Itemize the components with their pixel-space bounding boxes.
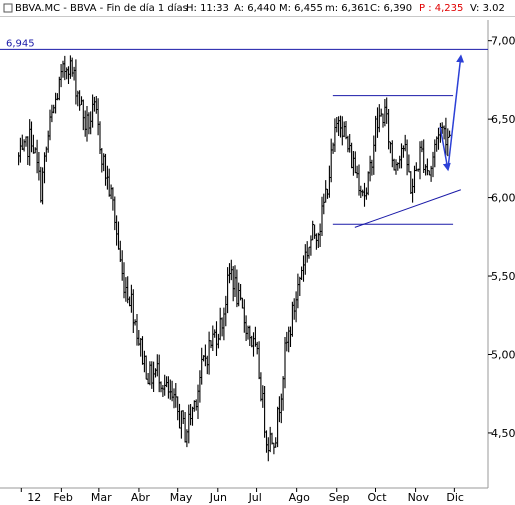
y-tick-label: 5,50 — [491, 270, 515, 283]
quote-header-canvas: BBVA.MC - BBVA - Fin de día 1 días H: 11… — [3, 2, 505, 14]
x-tick-label: Oct — [368, 491, 388, 504]
axes — [0, 20, 515, 505]
header-min: m: 6,361 — [325, 3, 370, 14]
x-tick-label: Mar — [91, 491, 112, 504]
price-series — [18, 55, 451, 462]
quote-header: BBVA.MC - BBVA - Fin de día 1 días H: 11… — [0, 0, 515, 17]
trend-line[interactable] — [354, 189, 461, 228]
projection-arrow-0[interactable] — [439, 126, 451, 172]
y-tick-label: 6,00 — [491, 192, 515, 205]
level-label: 6,945 — [6, 38, 35, 49]
y-axis-panel — [489, 20, 515, 488]
axis-labels: 7,00 6,50 6,00 5,50 5,00 4,50 12 Feb Mar Abr May Ju… — [6, 35, 515, 504]
header-close: C: 6,390 — [370, 3, 412, 14]
x-tick-label: Dic — [446, 491, 464, 504]
y-tick-label: 6,50 — [491, 113, 515, 126]
support-resistance-lines — [0, 48, 488, 228]
x-tick-label: Ago — [289, 491, 311, 504]
x-tick-label: Nov — [408, 491, 430, 504]
projection-arrow-1[interactable] — [447, 54, 465, 170]
header-percent: P : 4,235 — [419, 3, 463, 14]
price-bars — [18, 55, 451, 462]
checkbox-icon[interactable] — [3, 3, 13, 13]
x-tick-label: Sep — [329, 491, 350, 504]
x-tick-label: 12 — [27, 491, 41, 504]
y-tick-label: 4,50 — [491, 427, 515, 440]
x-tick-label: May — [170, 491, 193, 504]
header-hour: H: 11:33 — [186, 3, 229, 14]
y-tick-label: 5,00 — [491, 348, 515, 361]
x-axis-panel — [0, 489, 515, 505]
header-volume: V: 3.02 — [470, 3, 505, 14]
x-tick-label: Jun — [209, 491, 227, 504]
ticker-label: BBVA.MC - BBVA - Fin de día 1 días — [15, 2, 188, 14]
x-tick-label: Abr — [131, 491, 151, 504]
y-tick-label: 7,00 — [491, 35, 515, 48]
header-ask: A: 6,440 — [234, 3, 276, 14]
header-max: M: 6,455 — [279, 3, 323, 14]
x-tick-label: Feb — [53, 491, 72, 504]
price-chart[interactable]: 7,00 6,50 6,00 5,50 5,00 4,50 12 Feb Mar Abr May Ju… — [0, 16, 515, 505]
projection-arrows — [439, 54, 465, 172]
x-tick-label: Jul — [248, 491, 262, 504]
